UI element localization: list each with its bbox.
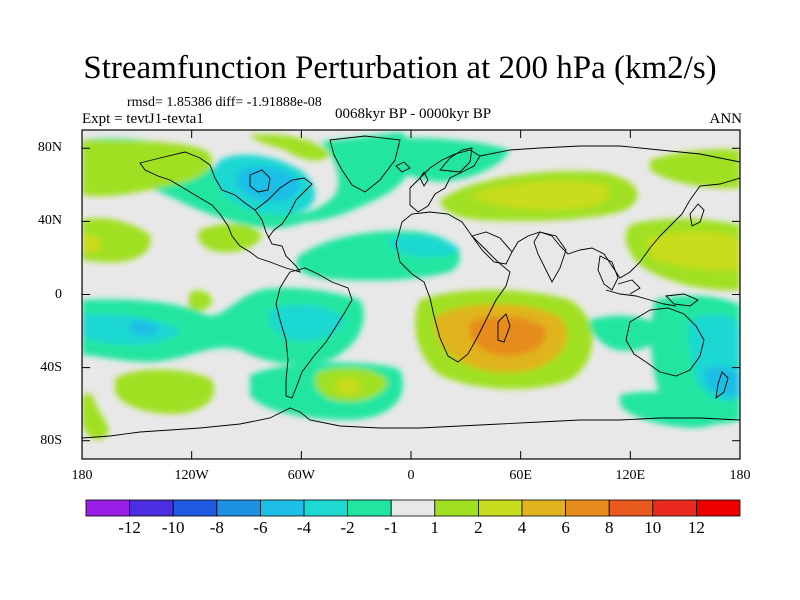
coastline-north-america-east [254,177,313,239]
plot-title: Streamfunction Perturbation at 200 hPa (… [83,50,717,86]
coastline-australia [625,307,705,377]
contour-region [188,290,212,311]
coastline-north-america [139,151,302,273]
contour-region [645,231,740,271]
period-label: 0068kyr BP - 0000kyr BP [334,106,492,122]
coastline-new-guinea [665,293,699,307]
coastline-asia [479,145,740,279]
lon-label-180e: 180 [729,468,751,483]
lat-label-80s: 80S [40,432,62,448]
contour-region [370,138,510,182]
contour-region [469,316,546,356]
contour-region [336,378,362,395]
contour-region [115,369,215,414]
colorbar-label: 6 [561,518,570,537]
coastline-europe [409,149,481,213]
colorbar-label: -4 [296,518,312,537]
coastline-africa [395,211,511,363]
colorbar-label: 8 [604,518,614,537]
season-label: ANN [709,111,743,127]
contour-region [470,181,611,210]
coastline-scandinavia [439,147,473,173]
colorbar-label: -6 [253,518,268,537]
axis-ticks [81,130,741,459]
lon-label-180w: 180 [71,468,93,483]
lon-label-120w: 120W [174,468,209,483]
experiment-label: Expt = tevtJ1-tevta1 [82,111,204,127]
contour-region [388,235,460,257]
colorbar-label: 1 [430,518,440,537]
contour-region [82,140,213,197]
contour-region [250,134,330,161]
coastline-antarctica [82,407,740,439]
colorbar-label: 2 [474,518,483,537]
lat-label-0: 0 [55,286,62,302]
coastline-indonesia [605,279,677,307]
colorbar-label: 4 [517,518,527,537]
coastline-southeast-asia [597,255,619,291]
coastline-hudson-bay [249,169,271,193]
lon-label-60e: 60E [509,468,532,483]
colorbar-label: -1 [384,518,399,537]
coastlines [82,135,740,439]
stats-line: rmsd= 1.85386 diff= -1.91888e-08 [127,95,322,110]
colorbar-label: -8 [209,518,224,537]
coastline-greenland [329,135,401,193]
coastline-south-america [275,267,353,399]
colorbar-label: -10 [161,518,185,537]
contour-region [82,393,109,440]
coastline-arabia [471,231,513,265]
lon-label-60w: 60W [287,468,315,483]
lon-label-0: 0 [407,468,415,483]
colorbar-label: -2 [340,518,355,537]
contour-fill-layer [82,132,740,440]
lat-label-40s: 40S [40,359,62,375]
contour-region [198,223,262,253]
coastline-british-isles [419,171,429,187]
colorbar-label: 10 [644,518,662,537]
coastline-madagascar [497,313,511,343]
colorbar-label: -12 [118,518,141,537]
contour-region [268,304,345,341]
contour-region [236,166,300,202]
contour-region [82,218,151,263]
colorbar-label: 12 [687,518,705,537]
contour-region [82,234,102,253]
coastline-japan [689,203,705,227]
coastline-new-zealand [715,371,729,400]
contour-region [705,366,740,396]
contour-region [650,149,740,189]
coastline-iceland [395,161,411,173]
lon-label-120e: 120E [615,468,646,483]
coastline-india [533,231,567,283]
lat-label-40n: 40N [37,213,62,229]
lat-label-80n: 80N [37,140,62,156]
contour-region [130,320,159,336]
